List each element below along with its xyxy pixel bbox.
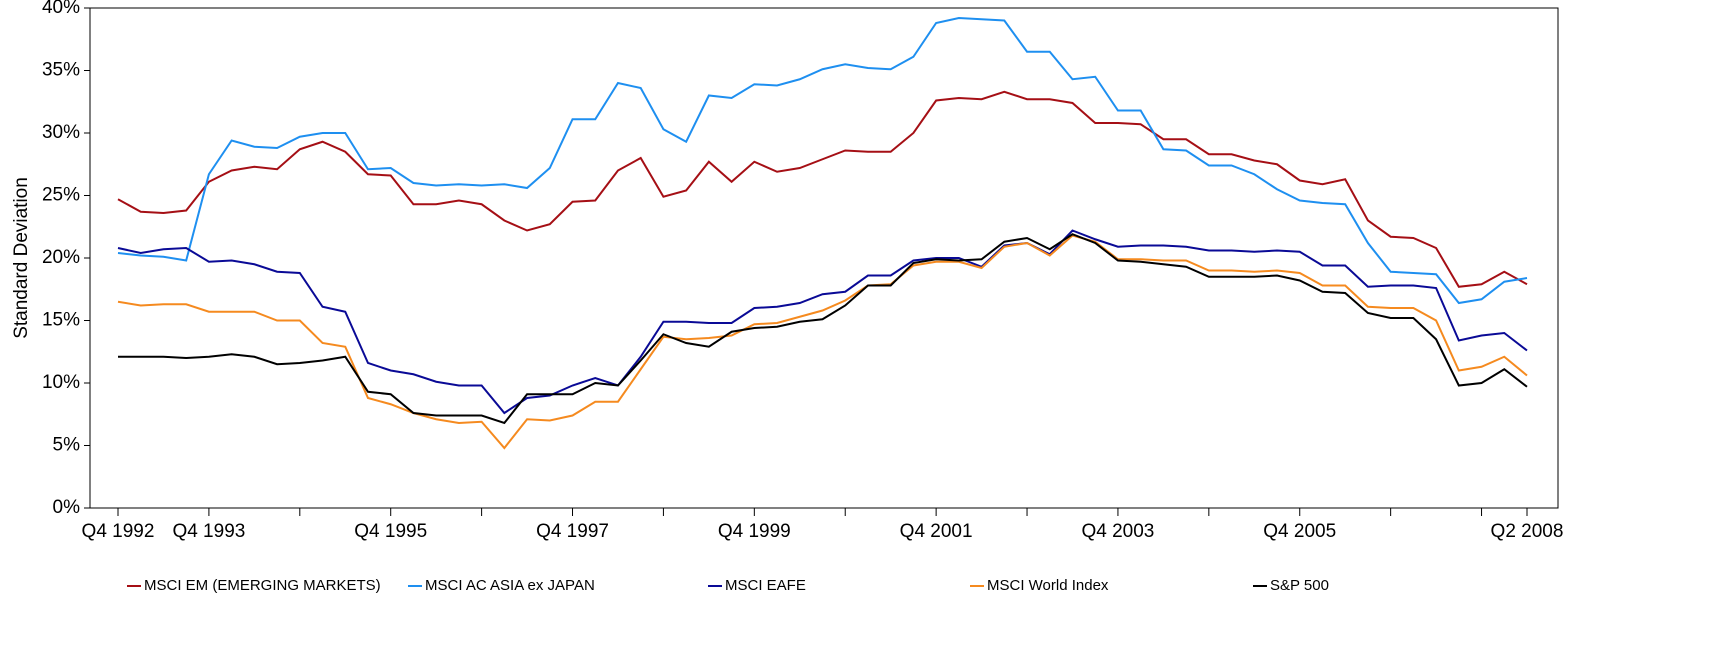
plot-frame [89,7,1559,509]
series-line [117,16,1528,305]
legend-label: S&P 500 [1270,577,1329,594]
y-axis-label: Standard Deviation [11,177,32,339]
series-line [117,234,1528,450]
x-tick-label: Q4 2001 [900,521,973,542]
x-tick-label: Q4 1992 [82,521,155,542]
series-line [117,229,1528,415]
x-tick-label: Q4 1997 [536,521,609,542]
x-tick-label: Q4 1993 [172,521,245,542]
x-tick-label: Q2 2008 [1491,521,1564,542]
x-tick-label: Q4 2005 [1263,521,1336,542]
y-tick-label: 25% [42,185,80,206]
legend-label: MSCI EM (EMERGING MARKETS) [144,577,381,594]
y-tick-label: 15% [42,310,80,331]
y-tick-label: 10% [42,372,80,393]
y-tick-label: 20% [42,247,80,268]
y-tick-label: 30% [42,122,80,143]
x-tick-label: Q4 1995 [354,521,427,542]
y-tick-label: 35% [42,60,80,81]
x-tick-label: Q4 2003 [1081,521,1154,542]
y-tick-label: 0% [53,497,81,518]
x-tick-label: Q4 1999 [718,521,791,542]
y-tick-label: 40% [42,0,80,18]
legend-label: MSCI World Index [987,577,1109,594]
series-line [117,90,1528,288]
y-tick-label: 5% [53,435,81,456]
legend-label: MSCI AC ASIA ex JAPAN [425,577,595,594]
legend-label: MSCI EAFE [725,577,806,594]
series-line [118,233,1528,425]
